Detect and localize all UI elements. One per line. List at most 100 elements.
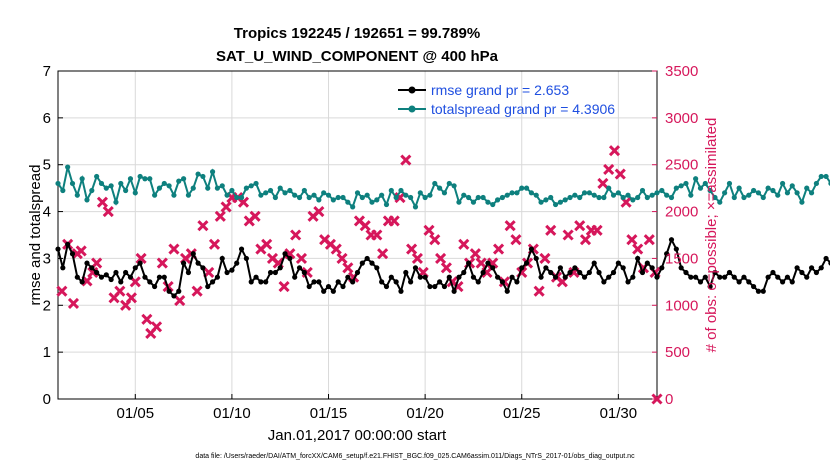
rmse-point [784,274,791,280]
rmse-point [581,274,588,280]
y-tick-label: 6 [43,110,51,127]
obs-point [475,257,487,269]
totalspread-point [427,192,433,198]
obs-point [67,297,80,309]
totalspread-point [548,194,554,201]
rmse-point [403,269,409,276]
obs-point [614,168,626,180]
totalspread-point [176,178,182,184]
rmse-point [722,274,728,280]
totalspread-point [702,180,708,187]
rmse-point [359,260,365,266]
totalspread-point [659,187,665,194]
rmse-point [456,274,462,280]
totalspread-point [79,176,85,182]
totalspread-point [649,192,655,198]
obs-point [174,295,186,307]
y2-tick-label: 2000 [665,204,698,221]
rmse-point [770,269,776,276]
totalspread-point [238,194,245,201]
legend-spread-label: totalspread grand pr = 4.3906 [431,101,615,117]
rmse-point [238,246,245,252]
obs-point [510,234,522,246]
rmse-point [601,279,607,285]
rmse-point [480,269,486,276]
rmse-point [292,274,298,280]
rmse-point [152,283,158,290]
rmse-point [127,274,134,280]
rmse-point [224,269,230,276]
rmse-point [741,274,747,280]
rmse-point [548,269,554,276]
rmse-point [74,274,80,280]
y2-tick-label: 0 [665,391,673,408]
totalspread-point [152,192,158,198]
obs-point [574,220,586,232]
rmse-point [446,274,452,280]
totalspread-point [398,187,404,194]
totalspread-point [287,187,293,194]
rmse-point [765,274,771,280]
rmse-point [779,279,786,285]
totalspread-point [253,180,259,187]
rmse-point [799,269,805,276]
totalspread-point [804,185,810,191]
totalspread-point [417,190,423,196]
rmse-point [504,288,510,294]
totalspread-point [678,183,684,189]
obs-point [56,285,68,297]
totalspread-point [485,199,491,205]
totalspread-point [166,183,172,189]
totalspread-point [688,192,694,198]
rmse-point [306,283,312,290]
totalspread-point [219,183,225,189]
rmse-point [470,274,477,280]
totalspread-point [808,190,815,196]
totalspread-point [282,190,288,196]
rmse-point [668,237,675,243]
rmse-point [89,265,95,271]
totalspread-point [635,194,641,201]
chart-title: Tropics 192245 / 192651 = 99.789% [234,25,480,42]
rmse-point [190,251,196,257]
rmse-point [55,246,61,252]
rmse-point [630,274,636,280]
totalspread-series [55,164,830,210]
obs-point [562,229,574,241]
totalspread-point [267,187,274,194]
totalspread-point [321,190,327,196]
obs-point [504,220,516,232]
totalspread-point [461,192,467,198]
rmse-point [393,279,399,285]
obs-point [220,201,232,213]
rmse-point [408,279,414,285]
totalspread-point [770,187,776,194]
totalspread-point [523,185,530,191]
rmse-point [214,274,221,280]
rmse-point [707,283,713,290]
rmse-point [65,241,71,247]
obs-point [125,292,137,304]
rmse-point [697,279,704,285]
legend-spread-marker [408,105,416,113]
rmse-point [132,265,138,271]
totalspread-point [572,192,578,198]
totalspread-point [185,192,192,198]
obs-point [423,224,435,236]
rmse-point [437,279,443,285]
rmse-point [263,279,269,285]
totalspread-point [340,194,346,201]
rmse-point [195,260,201,266]
rmse-point [137,260,143,266]
y-tick-label: 0 [43,391,51,408]
rmse-point [678,265,684,271]
totalspread-point [325,192,332,198]
totalspread-point [746,192,752,198]
totalspread-point [490,201,496,208]
rmse-point [494,274,501,280]
totalspread-point [205,185,211,191]
totalspread-point [335,194,341,201]
totalspread-point [494,197,501,203]
totalspread-point [89,187,95,194]
totalspread-line [57,166,830,210]
